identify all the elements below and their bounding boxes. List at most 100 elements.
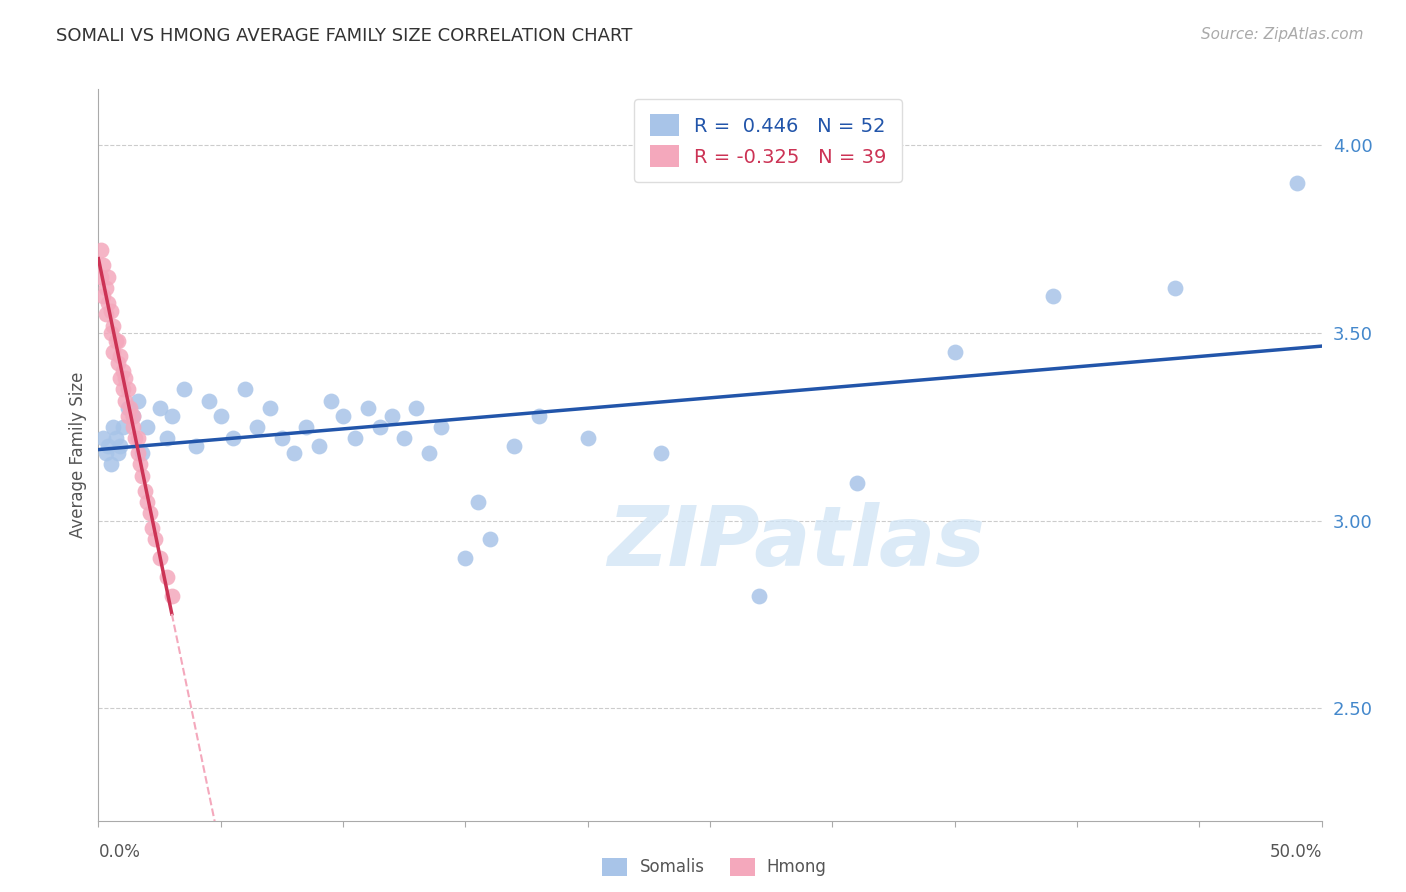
Point (160, 409, 183, 423)
Point (121, 409, 143, 423)
Point (110, 349, 132, 363)
Point (100, 458, 122, 472)
Point (344, 431, 367, 445)
Point (405, 401, 427, 415)
Point (270, 431, 294, 445)
Point (127, 431, 149, 445)
Point (454, 551, 477, 566)
Point (1286, 176, 1309, 190)
Point (186, 438, 208, 452)
Point (295, 419, 318, 434)
Point (131, 468, 153, 483)
Point (111, 382, 134, 396)
Point (173, 382, 195, 396)
Point (94, 446, 117, 460)
Point (117, 382, 139, 396)
Point (127, 393, 149, 408)
Point (111, 419, 134, 434)
Point (381, 409, 404, 423)
Point (392, 431, 416, 445)
Text: Hmong: Hmong (766, 858, 827, 876)
Point (90, 244, 112, 258)
Legend: R =  0.446   N = 52, R = -0.325   N = 39: R = 0.446 N = 52, R = -0.325 N = 39 (634, 99, 903, 182)
Point (91, 288, 114, 302)
Point (319, 393, 342, 408)
Point (222, 431, 245, 445)
Point (1042, 288, 1064, 302)
Point (156, 570, 179, 584)
Y-axis label: Average Family Size: Average Family Size (69, 372, 87, 538)
Point (97, 269, 120, 284)
Point (90, 269, 112, 284)
Point (107, 334, 129, 348)
Point (467, 495, 489, 509)
Point (141, 521, 163, 535)
Point (127, 446, 149, 460)
Text: SOMALI VS HMONG AVERAGE FAMILY SIZE CORRELATION CHART: SOMALI VS HMONG AVERAGE FAMILY SIZE CORR… (56, 27, 633, 45)
Point (120, 401, 142, 415)
Point (136, 419, 159, 434)
Point (134, 483, 156, 498)
Point (430, 419, 453, 434)
Text: Somalis: Somalis (640, 858, 704, 876)
Point (117, 409, 139, 423)
Text: ZIPatlas: ZIPatlas (607, 502, 984, 583)
Point (131, 446, 153, 460)
Text: Source: ZipAtlas.com: Source: ZipAtlas.com (1201, 27, 1364, 42)
Point (91, 431, 114, 445)
Point (332, 409, 354, 423)
Point (149, 551, 172, 566)
Point (110, 371, 132, 385)
Point (259, 401, 281, 415)
Point (368, 419, 391, 434)
Point (160, 589, 183, 603)
Point (124, 431, 146, 445)
Point (418, 446, 440, 460)
Point (233, 382, 256, 396)
Point (101, 318, 124, 333)
Text: 50.0%: 50.0% (1270, 843, 1322, 861)
Point (97, 296, 120, 310)
Point (209, 409, 232, 423)
Point (845, 476, 868, 491)
Point (97, 438, 120, 452)
Point (136, 495, 159, 509)
Point (356, 401, 378, 415)
Point (503, 438, 526, 452)
Point (101, 344, 124, 359)
Point (104, 334, 127, 348)
Point (283, 446, 305, 460)
Point (527, 409, 550, 423)
Point (149, 401, 172, 415)
Point (117, 401, 139, 415)
Point (156, 431, 179, 445)
Point (576, 431, 599, 445)
Point (100, 326, 122, 340)
Point (111, 363, 134, 377)
Point (107, 356, 129, 370)
Point (104, 431, 127, 445)
Point (650, 446, 672, 460)
Point (114, 393, 136, 408)
Text: 0.0%: 0.0% (98, 843, 141, 861)
Point (129, 458, 152, 472)
Point (114, 371, 136, 385)
Point (121, 419, 143, 434)
Point (107, 446, 129, 460)
Point (121, 409, 143, 423)
Point (139, 506, 162, 520)
Point (91, 259, 114, 273)
Point (197, 393, 219, 408)
Point (110, 438, 132, 452)
Point (308, 438, 330, 452)
Point (246, 419, 269, 434)
Point (943, 344, 966, 359)
Point (748, 589, 770, 603)
Point (101, 419, 124, 434)
Point (478, 533, 501, 547)
Point (143, 533, 166, 547)
Point (94, 307, 117, 321)
Point (100, 303, 122, 318)
Point (1164, 281, 1187, 295)
Point (94, 281, 117, 295)
